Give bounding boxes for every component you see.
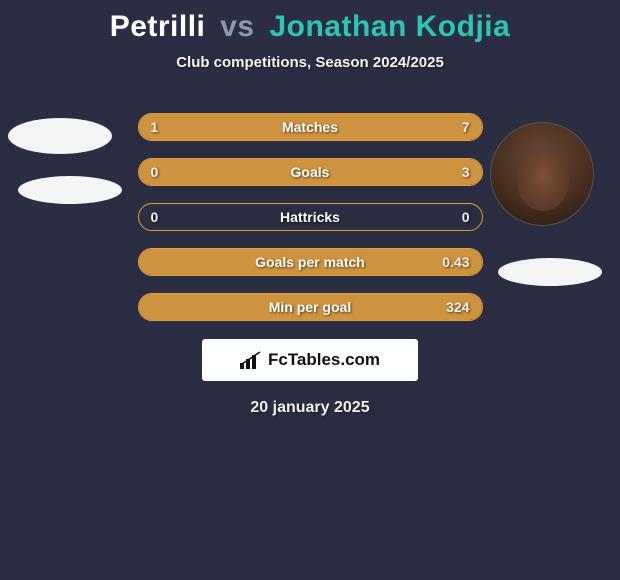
player2-name: Jonathan Kodjia [269,10,510,43]
stat-fill-right [139,159,482,185]
footer-date: 20 january 2025 [0,399,620,417]
player2-avatar [490,122,594,226]
stat-right-value: 0 [462,209,470,225]
stat-right-value: 7 [462,119,470,135]
stat-fill-left [139,114,149,140]
stat-fill-right [139,294,482,320]
stat-right-value: 324 [446,299,469,315]
comparison-title: Petrilli vs Jonathan Kodjia [0,0,620,44]
stat-right-value: 0.43 [442,254,469,270]
stat-left-value: 1 [151,119,159,135]
player1-club-badge [18,176,122,204]
stat-right-value: 3 [462,164,470,180]
player1-name: Petrilli [110,10,206,43]
stat-row-mpg: Min per goal 324 [0,293,620,321]
stat-fill-right [139,249,482,275]
vs-text: vs [220,10,254,43]
stat-fill-right [149,114,482,140]
footer-logo: FcTables.com [202,339,418,381]
subtitle: Club competitions, Season 2024/2025 [0,54,620,71]
bars-icon [240,351,262,369]
stat-label: Hattricks [139,209,482,225]
footer-logo-text: FcTables.com [268,350,380,370]
player1-avatar [8,118,112,154]
player2-club-badge [498,258,602,286]
stat-left-value: 0 [151,209,159,225]
stat-left-value: 0 [151,164,159,180]
